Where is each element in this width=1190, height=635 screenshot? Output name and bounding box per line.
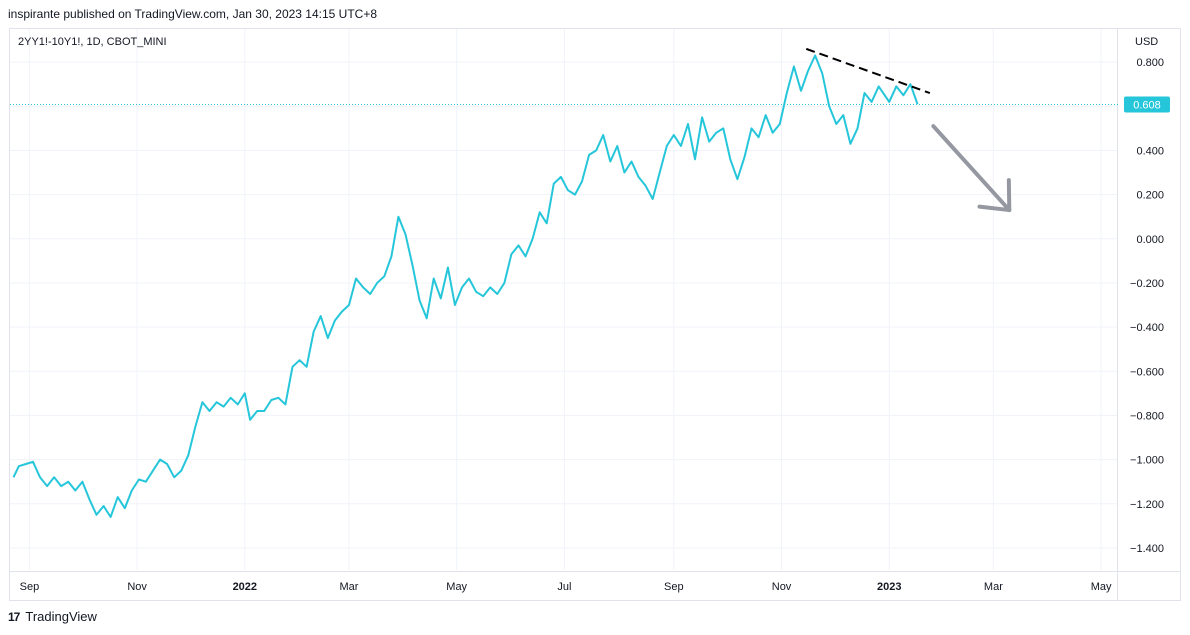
x-tick-label: Sep (664, 581, 684, 593)
last-value-badge: 0.608 (1124, 96, 1170, 113)
x-tick-label: Nov (127, 581, 147, 593)
grid-lines (10, 29, 1117, 570)
x-tick-label: May (1091, 581, 1112, 593)
tradingview-brand[interactable]: 17 TradingView (8, 609, 97, 624)
x-tick-label: 2022 (233, 581, 257, 593)
y-tick-label: −0.400 (1130, 322, 1164, 334)
x-tick-label: May (446, 581, 467, 593)
y-tick-label: −1.000 (1130, 455, 1164, 467)
chart-title: 2YY1!-10Y1!, 1D, CBOT_MINI (18, 36, 167, 48)
brand-name: TradingView (25, 609, 97, 624)
series-line[interactable] (12, 54, 919, 518)
x-tick-label: Nov (772, 581, 792, 593)
last-value-text: 0.608 (1133, 100, 1161, 112)
x-tick-label: Sep (20, 581, 40, 593)
publish-header: inspirante published on TradingView.com,… (8, 7, 378, 21)
y-tick-label: 0.400 (1136, 145, 1164, 157)
trendline-annotation[interactable] (805, 47, 931, 94)
x-tick-label: Mar (340, 581, 359, 593)
y-tick-label: −1.400 (1130, 543, 1164, 555)
x-tick-label: Mar (984, 581, 1003, 593)
y-tick-label: −0.800 (1130, 410, 1164, 422)
y-tick-label: −0.200 (1130, 278, 1164, 290)
currency-label: USD (1135, 36, 1158, 48)
y-tick-label: 0.800 (1136, 57, 1164, 69)
y-tick-label: 0.200 (1136, 190, 1164, 202)
chart-frame (9, 28, 1181, 601)
axes: 0.8000.6000.4000.2000.000−0.200−0.400−0.… (10, 29, 1180, 600)
arrow-shaft (931, 124, 1012, 213)
x-tick-label: Jul (557, 581, 571, 593)
y-tick-label: −1.200 (1130, 499, 1164, 511)
y-tick-label: −0.600 (1130, 366, 1164, 378)
arrow-head (977, 178, 1012, 213)
arrow-annotation[interactable] (931, 124, 1012, 213)
x-tick-label: 2023 (877, 581, 901, 593)
y-tick-label: 0.000 (1136, 234, 1164, 246)
tradingview-logo-icon: 17 (8, 609, 20, 624)
